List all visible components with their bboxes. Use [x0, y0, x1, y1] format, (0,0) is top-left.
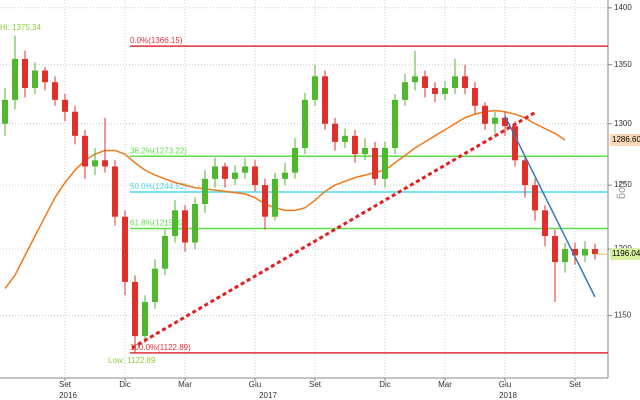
y-tick-label: 1250	[614, 180, 632, 189]
candle-body	[432, 88, 438, 94]
candle-body	[122, 216, 128, 282]
candle-body	[102, 160, 108, 167]
candle-body	[572, 248, 578, 256]
candle-body	[322, 76, 328, 124]
candle-body	[502, 117, 508, 127]
x-tick-label: Giu	[499, 380, 511, 389]
candle-body	[512, 126, 518, 161]
candle-body	[442, 88, 448, 94]
candle-body	[372, 147, 378, 179]
level-label: 38.2%(1273.22)	[130, 146, 187, 155]
candle-body	[312, 76, 318, 100]
candle-body	[412, 76, 418, 83]
candle-body	[202, 178, 208, 204]
ma-label-box	[610, 133, 640, 146]
candle-body	[142, 302, 148, 337]
x-tick-label: Mar	[178, 380, 192, 389]
candle-body	[72, 111, 78, 136]
x-tick-label: Set	[59, 380, 72, 389]
x-tick-label: Dic	[379, 380, 391, 389]
moving-average	[4, 109, 566, 290]
candle-body	[542, 210, 548, 236]
candle-body	[252, 166, 258, 186]
y-tick-label: 1350	[614, 60, 632, 69]
candle-body	[232, 172, 238, 179]
candle-body	[12, 58, 18, 100]
x-tick-label: Dic	[119, 380, 131, 389]
candle-body	[132, 281, 138, 337]
candle-body	[112, 166, 118, 217]
candle-body	[472, 88, 478, 106]
candle-body	[332, 123, 338, 142]
candle-body	[552, 235, 558, 263]
candle-body	[382, 147, 388, 179]
candle-body	[152, 268, 158, 303]
candle-body	[352, 135, 358, 155]
candle-body	[212, 166, 218, 179]
candle-body	[272, 178, 278, 217]
last-price-box	[610, 248, 640, 261]
candle-body	[462, 76, 468, 89]
level-label: 61.8%(1215.82)	[130, 219, 187, 228]
candle-body	[402, 82, 408, 100]
last-price-label: 1196.04	[612, 249, 640, 258]
candle-body	[242, 166, 248, 173]
candle-body	[62, 99, 68, 112]
candle-body	[262, 185, 268, 217]
candle-body	[282, 172, 288, 179]
level-label: 0.0%(1366.15)	[130, 36, 183, 45]
x-tick-label: Mar	[438, 380, 452, 389]
candle-body	[342, 135, 348, 142]
candle-body	[82, 135, 88, 167]
candle-body	[582, 248, 588, 256]
candle-body	[172, 210, 178, 236]
candle-body	[92, 160, 98, 167]
candle-body	[192, 203, 198, 243]
ma-label: 1286.60	[612, 135, 640, 144]
x-tick-label: Set	[569, 380, 582, 389]
x-tick-label: Giu	[249, 380, 261, 389]
candle-body	[42, 70, 48, 83]
candle-body	[32, 70, 38, 89]
candle-body	[362, 147, 368, 155]
hi-annotation: Hi: 1375.34	[0, 23, 41, 32]
candle-body	[182, 210, 188, 243]
candle-body	[422, 76, 428, 89]
candle-body	[482, 105, 488, 124]
scale-label: Log	[616, 181, 628, 199]
year-label: 2018	[499, 391, 517, 400]
y-tick-label: 1300	[614, 119, 632, 128]
candle-body	[562, 248, 568, 263]
candle-body	[532, 185, 538, 211]
y-tick-label: 1150	[614, 311, 632, 320]
candle-body	[222, 166, 228, 179]
level-label: 100.0%(1122.89)	[130, 343, 191, 352]
candle-body	[302, 99, 308, 148]
level-label: 50.0%(1244.52)	[130, 182, 187, 191]
x-tick-label: Set	[309, 380, 322, 389]
candle-body	[52, 82, 58, 100]
candle-body	[162, 235, 168, 269]
candle-body	[22, 58, 28, 89]
trend-line-up	[131, 110, 537, 350]
candle-body	[392, 99, 398, 148]
candle-body	[452, 76, 458, 89]
year-label: 2016	[59, 391, 77, 400]
y-tick-label: 1400	[614, 3, 632, 12]
candle-body	[292, 147, 298, 173]
low-annotation: Low: 1122.89	[108, 356, 156, 365]
candle-body	[522, 160, 528, 186]
candle-body	[492, 117, 498, 124]
candle-body	[592, 248, 598, 255]
candle-body	[2, 99, 8, 124]
year-label: 2017	[259, 391, 277, 400]
trend-line-down	[504, 115, 596, 298]
